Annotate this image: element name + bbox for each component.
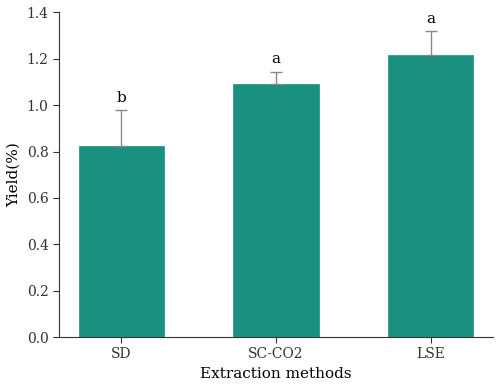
Text: a: a — [426, 12, 436, 26]
Text: a: a — [272, 52, 280, 66]
Bar — [78, 146, 164, 337]
Text: b: b — [116, 91, 126, 105]
Bar — [234, 84, 318, 337]
Bar — [388, 55, 474, 337]
X-axis label: Extraction methods: Extraction methods — [200, 367, 352, 381]
Y-axis label: Yield(%): Yield(%) — [7, 142, 21, 207]
